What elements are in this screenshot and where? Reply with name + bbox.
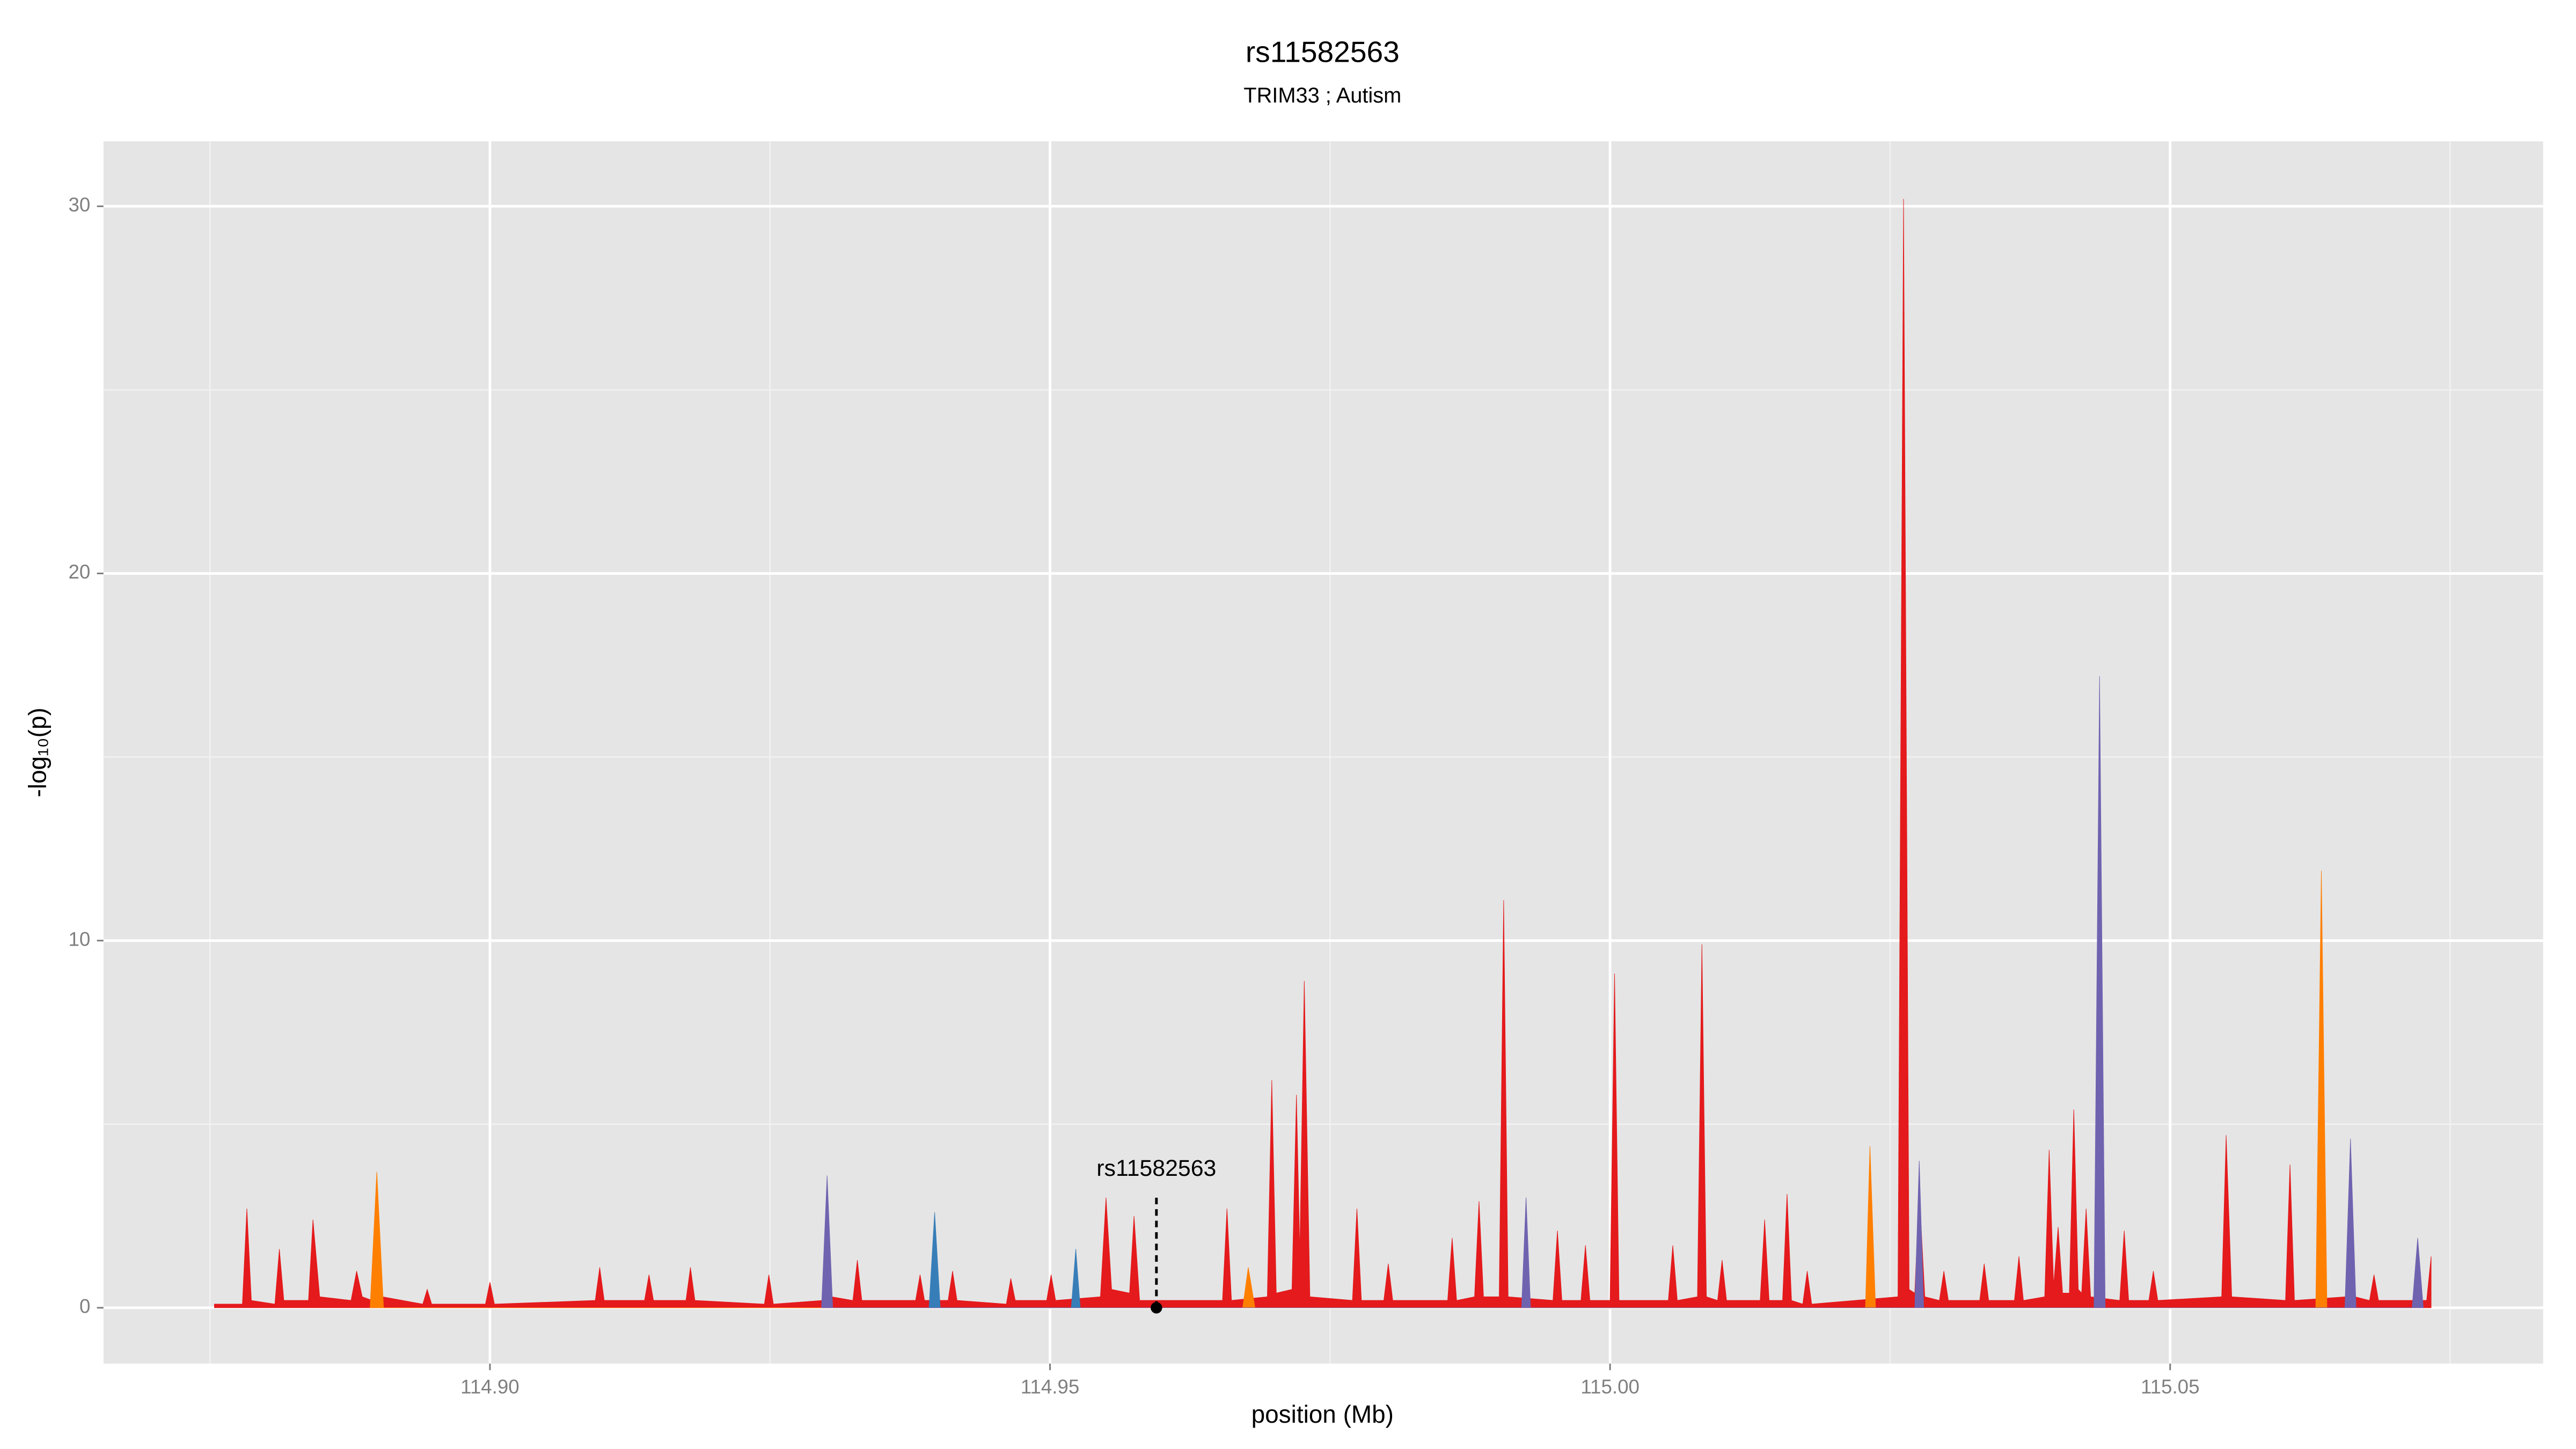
plot-panel [103, 141, 2543, 1364]
y-tick-label: 10 [69, 928, 91, 950]
x-axis-title: position (Mb) [1252, 1400, 1394, 1428]
y-tick-label: 20 [69, 561, 91, 583]
x-tick-label: 114.90 [460, 1375, 519, 1397]
x-tick-label: 114.95 [1021, 1375, 1080, 1397]
annotation-point [1151, 1302, 1162, 1314]
annotation-label: rs11582563 [1096, 1155, 1216, 1181]
x-tick-label: 115.00 [1580, 1375, 1640, 1397]
chart-title: rs11582563 [1246, 35, 1400, 69]
y-tick-label: 30 [69, 194, 91, 216]
y-tick-label: 0 [79, 1296, 90, 1318]
chart-subtitle: TRIM33 ; Autism [1243, 84, 1401, 107]
y-axis-title: -log₁₀(p) [24, 707, 52, 797]
area [214, 199, 2432, 1308]
area [821, 676, 2424, 1308]
x-tick-label: 115.05 [2141, 1375, 2200, 1397]
